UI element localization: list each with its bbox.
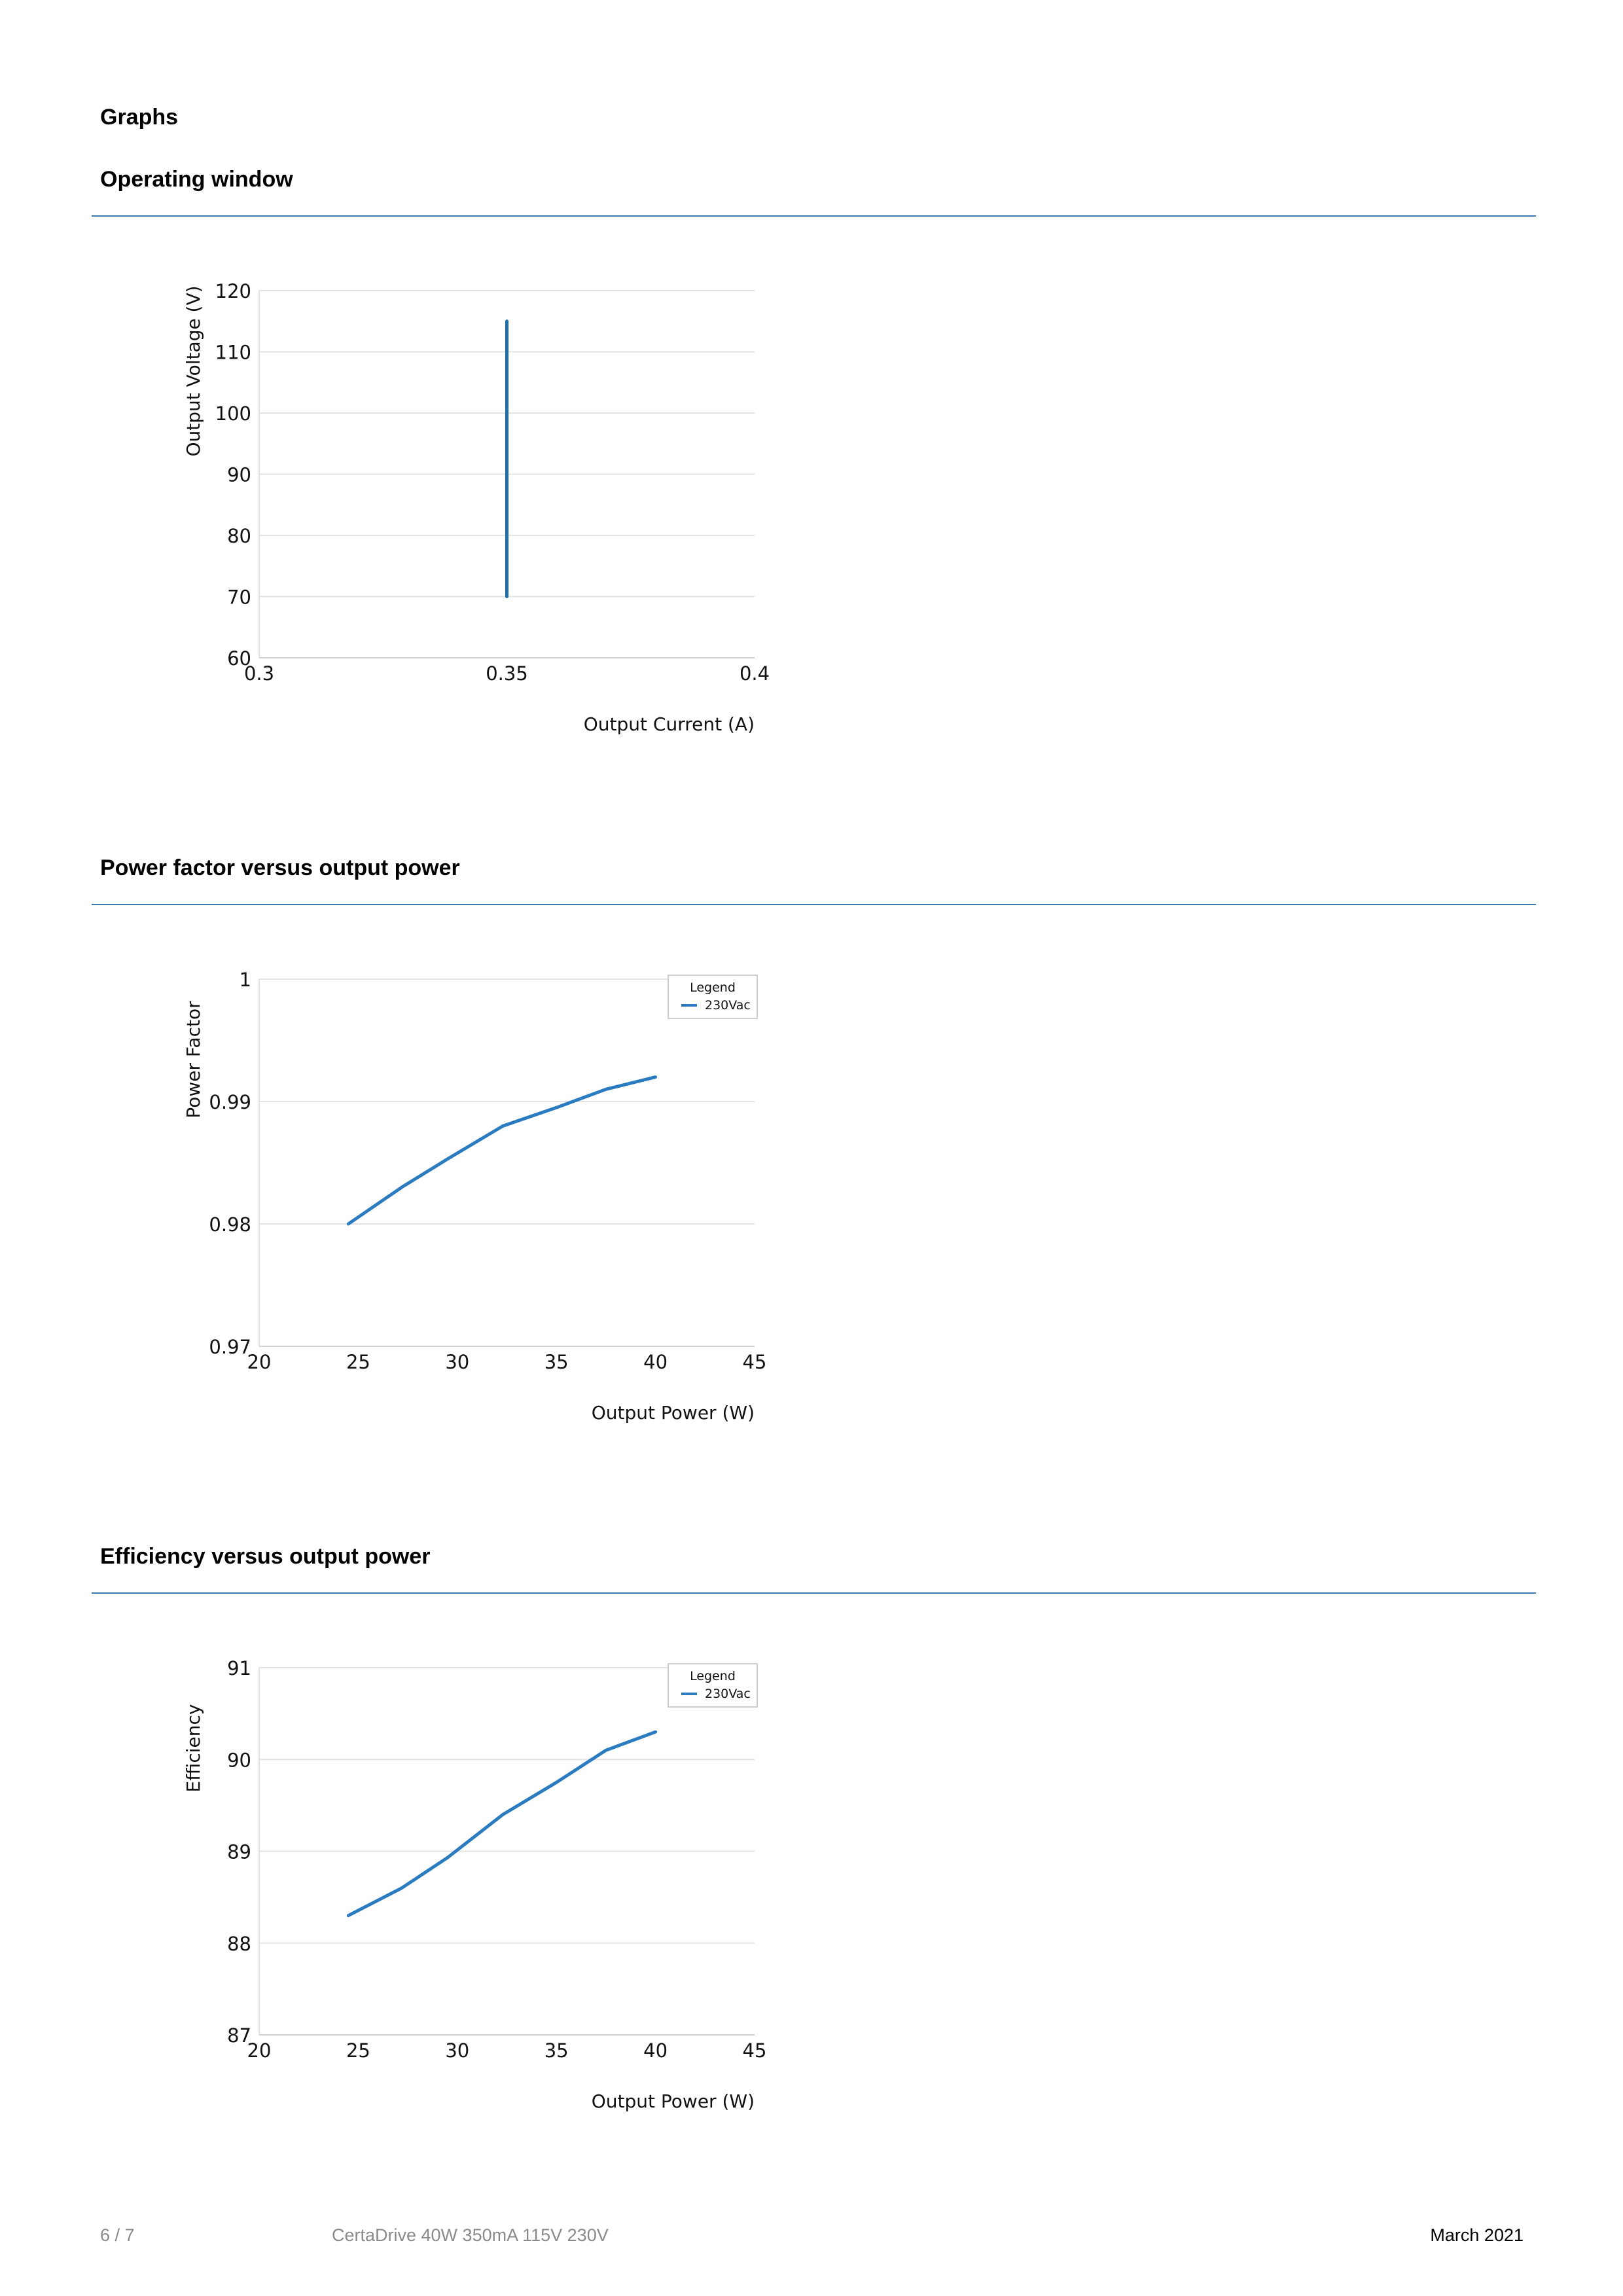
y-tick-label: 100 — [215, 403, 251, 425]
x-tick-label: 40 — [643, 1351, 668, 1373]
y-tick-label: 110 — [215, 342, 251, 364]
series-line — [346, 1075, 658, 1226]
x-tick-label: 35 — [544, 2039, 569, 2062]
y-tick-label: 87 — [227, 2024, 251, 2047]
page-heading: Graphs — [100, 105, 179, 130]
legend-box — [668, 1663, 758, 1708]
x-tick-label: 45 — [743, 1351, 767, 1373]
y-tick-label: 0.98 — [209, 1213, 251, 1236]
series-line — [346, 1730, 658, 1918]
x-tick-label: 30 — [445, 1351, 469, 1373]
y-tick-label: 120 — [215, 280, 251, 302]
y-tick-label: 90 — [227, 464, 251, 486]
x-tick-label: 30 — [445, 2039, 469, 2062]
operating-window-chart: 60 70 80 90 100 110 120 0.3 0.35 0.4 Output Curren… — [183, 280, 770, 735]
x-tick-label: 0.35 — [486, 662, 528, 685]
y-tick-label: 60 — [227, 647, 251, 670]
efficiency-chart: 87 88 89 90 91 20 25 30 35 40 45 Output Power (W) Ef… — [183, 1657, 767, 2112]
footer-product-name: CertaDrive 40W 350mA 115V 230V — [332, 2225, 609, 2245]
x-tick-label: 20 — [247, 2039, 272, 2062]
x-axis-label: Output Power (W) — [592, 2090, 755, 2112]
y-axis-label: Power Factor — [183, 1001, 204, 1119]
y-tick-label: 88 — [227, 1933, 251, 1955]
x-tick-label: 45 — [743, 2039, 767, 2062]
x-tick-label: 25 — [346, 1351, 370, 1373]
legend-entry-label: 230Vac — [705, 1687, 751, 1701]
legend-box — [668, 975, 758, 1019]
x-tick-label: 20 — [247, 1351, 272, 1373]
y-tick-label: 1 — [240, 969, 251, 991]
y-tick-label: 70 — [227, 586, 251, 609]
x-tick-label: 0.4 — [740, 662, 770, 685]
x-tick-label: 25 — [346, 2039, 370, 2062]
section-divider — [92, 215, 1536, 217]
y-tick-label: 80 — [227, 525, 251, 547]
power-factor-chart: 0.97 0.98 0.99 1 20 25 30 35 40 45 Output Power (W… — [183, 969, 767, 1424]
y-axis-label: Efficiency — [183, 1704, 204, 1793]
legend-entry-label: 230Vac — [705, 998, 751, 1013]
x-axis-label: Output Power (W) — [592, 1402, 755, 1424]
legend-title: Legend — [690, 980, 736, 995]
x-axis-label: Output Current (A) — [584, 713, 755, 735]
y-tick-label: 89 — [227, 1841, 251, 1863]
y-tick-label: 90 — [227, 1749, 251, 1771]
y-tick-label: 0.97 — [209, 1336, 251, 1358]
section-title-efficiency: Efficiency versus output power — [100, 1544, 431, 1569]
x-tick-label: 0.3 — [244, 662, 274, 685]
x-tick-label: 40 — [643, 2039, 668, 2062]
legend-title: Legend — [690, 1669, 736, 1683]
y-tick-label: 91 — [227, 1657, 251, 1679]
section-divider — [92, 1592, 1536, 1594]
footer-page-number: 6 / 7 — [100, 2225, 135, 2245]
section-divider — [92, 904, 1536, 905]
x-tick-label: 35 — [544, 1351, 569, 1373]
y-axis-label: Output Voltage (V) — [183, 285, 204, 456]
section-title-operating-window: Operating window — [100, 167, 293, 192]
section-title-power-factor: Power factor versus output power — [100, 855, 460, 880]
footer-date: March 2021 — [1430, 2225, 1524, 2245]
y-tick-label: 0.99 — [209, 1091, 251, 1113]
